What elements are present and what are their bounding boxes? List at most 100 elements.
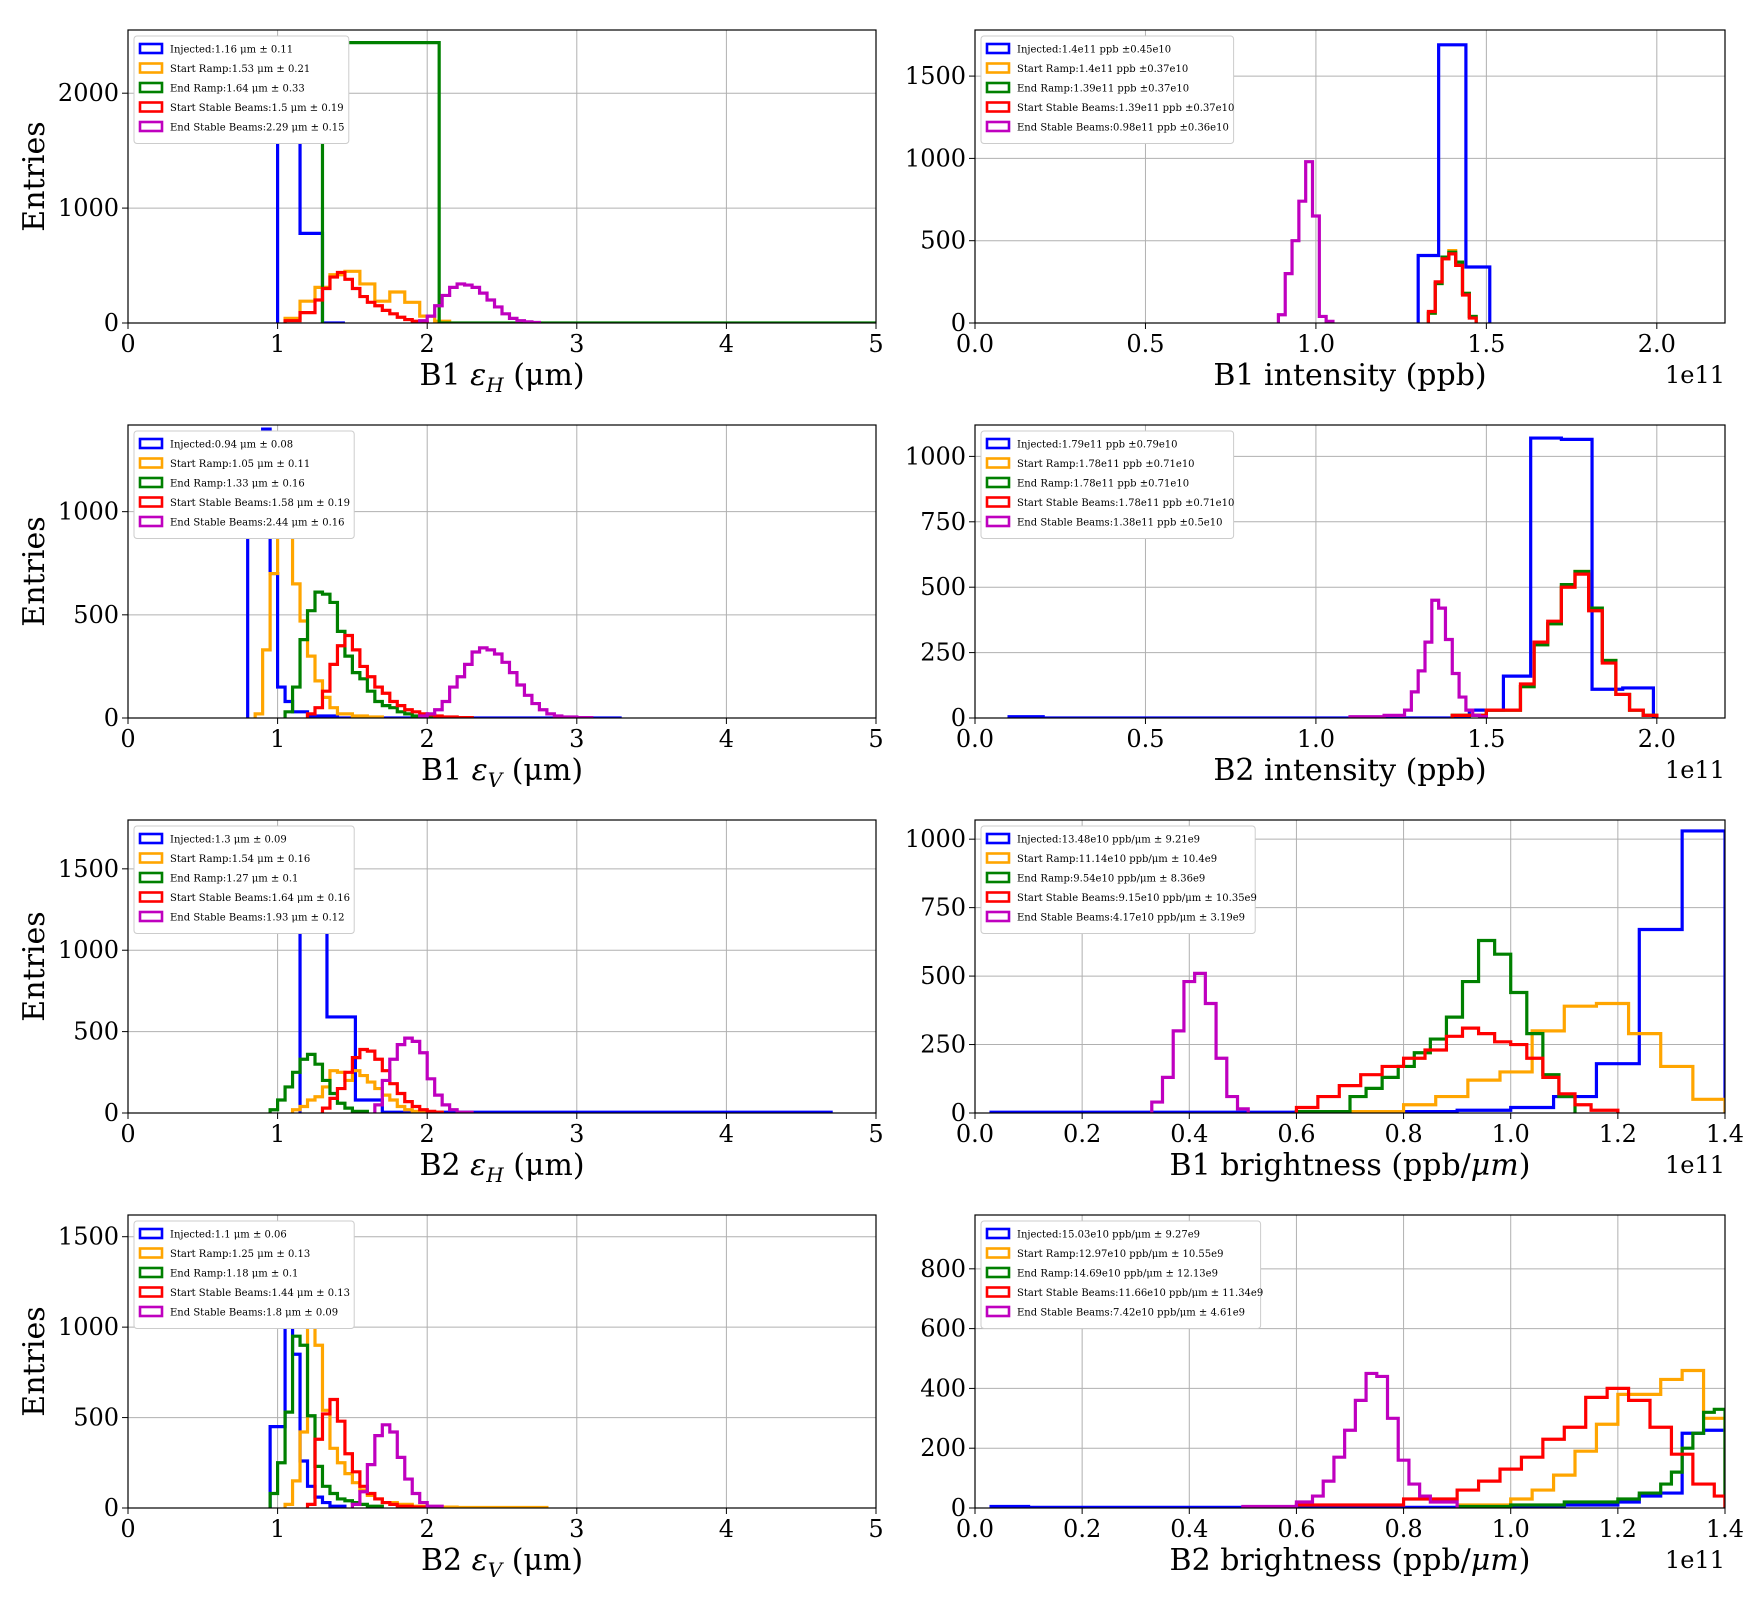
x-tick-label: 0.0: [956, 725, 994, 753]
legend-box: [133, 430, 355, 539]
axes-frame: [127, 424, 877, 719]
legend-entry: End Stable Beams:2.44 μm ± 0.16: [170, 518, 345, 529]
x-tick-label: 1.0: [1297, 725, 1335, 753]
legend-swatch: [138, 1247, 164, 1259]
legend-entry: Start Stable Beams:9.15e10 ppb/μm ± 10.3…: [1017, 893, 1257, 904]
legend-entry: End Stable Beams:2.29 μm ± 0.15: [170, 123, 345, 134]
axis-offset-label: 1e11: [1665, 756, 1725, 784]
legend-entry: Start Ramp:1.4e11 ppb ±0.37e10: [1017, 64, 1188, 75]
subplot-5: 0 1 2 3 4 5 0 500 1000 1500 B2 εH (μm) Entries Injec…: [17, 819, 884, 1187]
x-tick-label: 0.8: [1384, 1515, 1422, 1543]
subplot-7: 0 1 2 3 4 5 0 500 1000 1500 B2 εV (μm) Entries Injec…: [17, 1214, 884, 1582]
histogram-end-stable-beams: [1241, 1371, 1459, 1508]
legend-entry: Start Stable Beams:1.64 μm ± 0.16: [170, 893, 350, 904]
legend-swatch: [985, 62, 1011, 74]
x-axis-label: B1 εH (μm): [419, 358, 584, 397]
legend-entry: Start Ramp:1.54 μm ± 0.16: [170, 854, 310, 865]
legend-entry: Injected:1.3 μm ± 0.09: [170, 835, 287, 846]
subplot-6: 0.0 0.2 0.4 0.6 0.8 1.0 1.2 1.4 0 250 500 750 1000 1e…: [905, 819, 1744, 1183]
y-tick-label: 0: [951, 1099, 966, 1127]
x-tick-label: 5: [868, 725, 883, 753]
y-tick-label: 500: [73, 1404, 119, 1432]
legend-entry: Start Ramp:1.05 μm ± 0.11: [170, 459, 310, 470]
legend-entry: Injected:1.16 μm ± 0.11: [170, 45, 293, 56]
y-axis-label: Entries: [17, 911, 52, 1021]
histogram-start-stable-beams: [1450, 572, 1659, 718]
histogram-injected: [989, 1428, 1725, 1508]
x-axis-label: B2 εV (μm): [421, 1543, 583, 1582]
legend-swatch: [985, 120, 1011, 133]
y-tick-label: 1000: [58, 498, 119, 526]
x-tick-label: 0.8: [1384, 1120, 1422, 1148]
x-tick-label: 2: [420, 330, 435, 358]
axis-offset-label: 1e11: [1665, 1151, 1725, 1179]
legend-swatch: [985, 871, 1011, 884]
axes-frame: [127, 819, 877, 1114]
legend-box: [980, 430, 1235, 539]
histogram-end-stable-beams: [1276, 160, 1335, 323]
histogram-start-ramp: [283, 1311, 549, 1508]
histogram-start-stable-beams: [283, 270, 429, 323]
x-tick-label: 0.0: [956, 1515, 994, 1543]
y-tick-label: 500: [920, 573, 966, 601]
legend-swatch: [985, 101, 1011, 113]
legend-swatch: [985, 832, 1011, 845]
legend-swatch: [985, 515, 1011, 528]
y-tick-label: 0: [951, 704, 966, 732]
legend-swatch: [138, 1305, 164, 1318]
x-tick-label: 4: [719, 330, 734, 358]
y-tick-label: 1000: [905, 442, 966, 470]
legend-swatch: [985, 891, 1011, 903]
histogram-end-ramp: [268, 1052, 369, 1113]
x-tick-label: 0.6: [1277, 1515, 1315, 1543]
axes-frame: [974, 424, 1726, 719]
legend-entry: Injected:0.94 μm ± 0.08: [170, 440, 293, 451]
x-axis-label: B1 brightness (ppb/μm): [1170, 1148, 1531, 1183]
histogram-start-ramp: [290, 1069, 444, 1113]
legend-entry: Start Ramp:1.78e11 ppb ±0.71e10: [1017, 459, 1195, 470]
legend-entry: Injected:13.48e10 ppb/μm ± 9.21e9: [1017, 835, 1200, 846]
legend-entry: End Stable Beams:1.93 μm ± 0.12: [170, 913, 345, 924]
subplot-1: 0 1 2 3 4 5 0 1000 2000 B1 εH (μm) Entries Injected…: [17, 29, 884, 397]
legend-entry: Injected:1.79e11 ppb ±0.79e10: [1017, 440, 1177, 451]
y-tick-label: 1000: [905, 144, 966, 172]
axes-frame: [974, 1214, 1726, 1509]
y-tick-label: 500: [73, 601, 119, 629]
histogram-injected: [298, 829, 833, 1113]
legend-swatch: [985, 42, 1011, 55]
legend: Injected:15.03e10 ppb/μm ± 9.27e9 Start R…: [980, 1220, 1263, 1329]
histogram-start-stable-beams: [1294, 1026, 1620, 1113]
legend-swatch: [138, 1286, 164, 1298]
x-tick-label: 1.2: [1599, 1515, 1637, 1543]
legend-entry: Start Stable Beams:1.5 μm ± 0.19: [170, 103, 344, 114]
legend-entry: End Stable Beams:1.8 μm ± 0.09: [170, 1308, 338, 1319]
x-tick-label: 0.0: [956, 330, 994, 358]
legend-entry: End Ramp:9.54e10 ppb/μm ± 8.36e9: [1017, 874, 1205, 885]
histogram-end-stable-beams: [350, 1423, 444, 1508]
x-tick-label: 0.6: [1277, 1120, 1315, 1148]
legend-entry: Start Ramp:1.25 μm ± 0.13: [170, 1249, 310, 1260]
x-tick-label: 1: [270, 725, 285, 753]
x-tick-label: 3: [569, 1120, 584, 1148]
x-tick-label: 1.5: [1467, 330, 1505, 358]
x-axis-label: B2 εH (μm): [419, 1148, 584, 1187]
legend-entry: End Ramp:1.78e11 ppb ±0.71e10: [1017, 479, 1189, 490]
x-tick-label: 0.2: [1063, 1515, 1101, 1543]
histogram-end-ramp: [1294, 938, 1577, 1113]
y-tick-label: 1500: [58, 1223, 119, 1251]
legend-box: [133, 825, 355, 934]
y-tick-label: 1000: [58, 194, 119, 222]
x-tick-label: 3: [569, 330, 584, 358]
histogram-start-stable-beams: [1294, 1386, 1725, 1508]
histogram-start-stable-beams: [320, 1047, 444, 1113]
legend-entry: Start Stable Beams:1.78e11 ppb ±0.71e10: [1017, 498, 1234, 509]
legend-swatch: [985, 910, 1011, 923]
x-tick-label: 1: [270, 330, 285, 358]
legend-swatch: [138, 515, 164, 528]
x-tick-label: 0.0: [956, 1120, 994, 1148]
x-tick-label: 1.0: [1492, 1120, 1530, 1148]
x-tick-label: 5: [868, 1515, 883, 1543]
legend-box: [133, 1220, 355, 1329]
legend-swatch: [985, 496, 1011, 508]
